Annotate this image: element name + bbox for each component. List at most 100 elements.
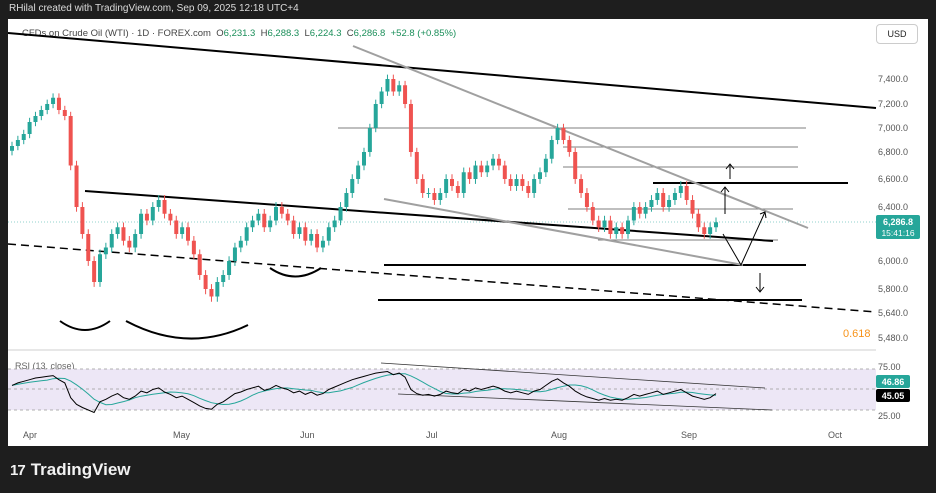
candle-body: [538, 172, 542, 179]
price-tick-label: 7,000.0: [878, 123, 908, 133]
chart-area[interactable]: CFDs on Crude Oil (WTI) · 1D · FOREX.com…: [8, 19, 928, 446]
candle-body: [121, 227, 126, 241]
rsi-ma-line: [11, 373, 717, 406]
header-note: RHilal created with TradingView.com, Sep…: [9, 3, 299, 14]
time-tick-label: May: [173, 430, 191, 440]
candle-body: [350, 179, 355, 193]
candle-body: [127, 240, 132, 248]
candle-body: [373, 104, 378, 128]
candle-body: [203, 275, 208, 289]
price-axis[interactable]: 7,400.0 7,200.0 7,000.0 6,800.0 6,600.0 6,400…: [878, 74, 908, 343]
candle-body: [332, 220, 337, 228]
candle-body: [320, 240, 325, 248]
candle-body: [391, 79, 396, 92]
candle-body: [702, 227, 707, 234]
candle-body: [678, 186, 683, 193]
candle-body: [520, 179, 525, 186]
candle-body: [620, 227, 625, 234]
candle-body: [584, 193, 589, 207]
candle-body: [92, 261, 97, 282]
candle-body: [356, 165, 361, 179]
candle-body: [180, 227, 185, 234]
time-tick-label: Oct: [828, 430, 843, 440]
candle-body: [438, 193, 443, 200]
candle-body: [450, 179, 454, 186]
symbol-legend: CFDs on Crude Oil (WTI) · 1D · FOREX.com…: [22, 28, 457, 39]
time-tick-label: Aug: [551, 430, 567, 440]
candle-body: [279, 207, 284, 214]
arrow-up-1-head: [725, 163, 735, 170]
candle-body: [690, 200, 695, 214]
candle-body: [10, 146, 14, 151]
candle-body: [238, 240, 243, 248]
candle-body: [485, 165, 490, 173]
candle-body: [274, 207, 278, 221]
candle-body: [385, 79, 390, 92]
candle-body: [74, 165, 79, 207]
candle-body: [637, 207, 642, 214]
candle-body: [297, 227, 302, 234]
candle-body: [186, 227, 190, 241]
rsi-badge-2-value: 45.05: [882, 391, 905, 401]
arc-right: [269, 267, 322, 278]
candle-body: [672, 193, 677, 200]
candle-body: [215, 282, 220, 297]
candle-body: [420, 179, 425, 193]
candle-body: [168, 213, 173, 221]
time-tick-label: Jul: [426, 430, 438, 440]
currency-button[interactable]: USD: [876, 24, 918, 44]
fib-dashed-trendline: [8, 243, 877, 313]
candle-body: [426, 193, 431, 194]
candle-body: [561, 128, 566, 140]
candle-body: [514, 179, 519, 186]
candle-body: [109, 234, 114, 248]
candle-body: [626, 220, 630, 234]
symbol-name: CFDs on Crude Oil (WTI) · 1D · FOREX.com: [22, 28, 211, 39]
time-tick-label: Jun: [300, 430, 315, 440]
candle-body: [491, 158, 496, 166]
mid-trendline: [84, 190, 774, 242]
projection-path: [722, 211, 766, 267]
time-axis[interactable]: Apr May Jun Jul Aug Sep Oct: [23, 430, 843, 440]
tradingview-logo: 17 TradingView: [10, 460, 131, 480]
candle-body: [244, 227, 249, 241]
candle-body: [596, 220, 601, 228]
wedge-lower-line: [383, 198, 744, 266]
candle-body: [579, 179, 584, 193]
chart-svg[interactable]: 7,400.0 7,200.0 7,000.0 6,800.0 6,600.0 6,400…: [8, 19, 928, 446]
price-tick-label: 6,800.0: [878, 147, 908, 157]
candle-body: [144, 213, 149, 221]
candle-body: [508, 179, 513, 186]
candle-body: [555, 128, 560, 140]
change-value: +52.8 (+0.85%): [390, 28, 457, 39]
candle-body: [432, 193, 437, 200]
candle-body: [268, 220, 273, 228]
candle-body: [602, 220, 607, 228]
arrow-down-head: [755, 286, 765, 293]
candle-body: [33, 116, 38, 122]
candles-layer: [10, 74, 718, 302]
candle-body: [156, 200, 161, 207]
tradingview-brand: TradingView: [30, 460, 131, 479]
candle-body: [209, 289, 214, 297]
candle-body: [68, 116, 73, 166]
upper-trendline: [8, 32, 877, 109]
candle-body: [344, 193, 349, 207]
candle-body: [39, 110, 44, 116]
candle-body: [98, 254, 102, 282]
candle-body: [614, 227, 619, 234]
candle-body: [473, 165, 478, 179]
rsi-band: [8, 369, 876, 410]
candle-body: [303, 227, 308, 241]
candle-body: [379, 91, 384, 104]
candle-body: [708, 227, 713, 234]
candle-body: [262, 213, 267, 228]
rsi-tick-25: 25.00: [878, 411, 901, 421]
rsi-label: RSI (13, close): [15, 361, 75, 371]
candle-body: [197, 254, 202, 275]
wedge-upper-line: [352, 45, 809, 229]
candle-body: [496, 158, 501, 166]
candle-body: [367, 128, 372, 152]
price-tick-label: 5,800.0: [878, 284, 908, 294]
arc-center: [125, 320, 249, 340]
